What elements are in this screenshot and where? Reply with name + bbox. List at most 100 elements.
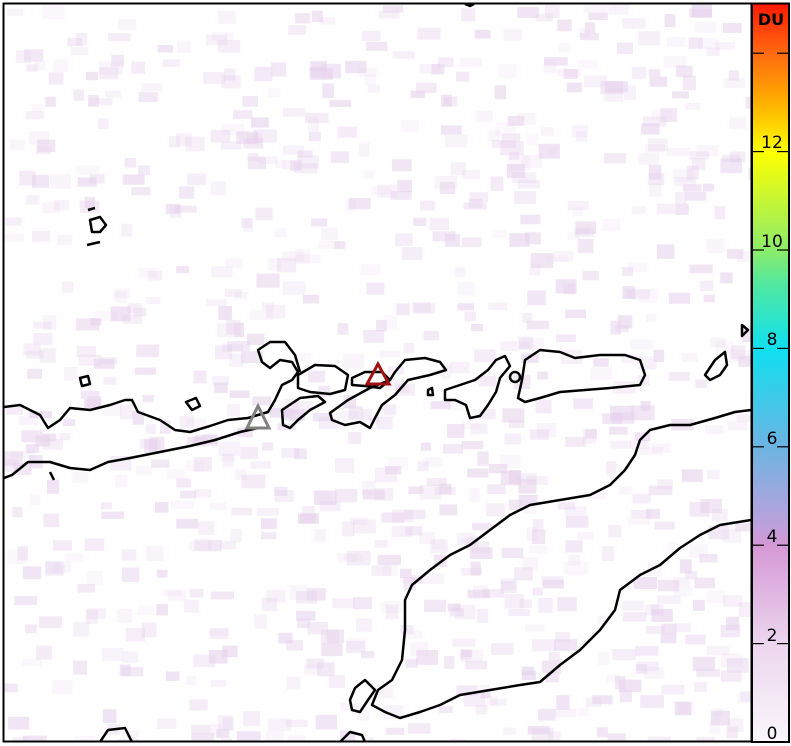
so2-pixel xyxy=(209,502,227,510)
so2-pixel xyxy=(431,63,445,75)
so2-pixel xyxy=(243,218,254,232)
so2-pixel xyxy=(286,676,301,690)
so2-pixel xyxy=(651,109,672,120)
so2-pixel xyxy=(651,608,673,623)
so2-pixel xyxy=(149,436,165,452)
so2-pixel xyxy=(458,282,476,296)
so2-pixel xyxy=(526,133,539,146)
so2-pixel xyxy=(638,153,659,166)
so2-pixel xyxy=(403,342,415,354)
so2-pixel xyxy=(73,89,85,102)
so2-pixel xyxy=(122,174,145,185)
so2-pixel xyxy=(702,183,714,192)
so2-pixel xyxy=(504,433,521,445)
so2-pixel xyxy=(619,689,632,703)
so2-pixel xyxy=(334,488,358,503)
so2-pixel xyxy=(679,559,692,574)
so2-pixel xyxy=(110,306,131,322)
so2-pixel xyxy=(535,13,553,22)
so2-pixel xyxy=(500,341,518,351)
coastline-lombok xyxy=(280,394,327,430)
so2-pixel xyxy=(42,202,60,214)
so2-pixel xyxy=(338,411,358,419)
so2-pixel xyxy=(36,145,51,155)
so2-pixel xyxy=(84,398,101,409)
so2-pixel xyxy=(631,510,651,519)
so2-pixel xyxy=(649,182,662,197)
so2-pixel xyxy=(361,650,375,659)
so2-pixel xyxy=(76,345,97,357)
so2-pixel xyxy=(222,343,243,352)
colorbar-tick-label: 10 xyxy=(761,232,783,252)
so2-pixel xyxy=(371,565,392,576)
so2-pixel xyxy=(125,627,145,642)
so2-pixel xyxy=(111,54,125,67)
so2-pixel xyxy=(646,626,665,634)
so2-pixel xyxy=(417,461,429,472)
so2-pixel xyxy=(220,141,242,150)
so2-pixel xyxy=(408,486,424,495)
so2-pixel xyxy=(102,647,124,662)
so2-pixel xyxy=(722,529,742,543)
volcano-marker-inactive xyxy=(244,402,272,430)
so2-pixel xyxy=(274,228,287,238)
so2-pixel xyxy=(461,237,482,248)
so2-pixel xyxy=(548,651,560,662)
so2-pixel xyxy=(380,601,403,614)
so2-pixel xyxy=(432,538,445,549)
so2-pixel xyxy=(234,292,248,300)
so2-pixel xyxy=(243,138,264,149)
so2-pixel xyxy=(64,366,78,381)
so2-pixel xyxy=(447,424,465,438)
so2-pixel xyxy=(70,47,88,56)
so2-pixel xyxy=(104,403,123,416)
so2-pixel xyxy=(235,469,247,480)
so2-pixel xyxy=(295,610,316,621)
so2-pixel xyxy=(342,353,364,369)
so2-pixel xyxy=(191,724,211,734)
so2-pixel xyxy=(444,234,461,247)
so2-pixel xyxy=(622,286,636,299)
colorbar-tick-label: 8 xyxy=(767,330,778,350)
so2-pixel xyxy=(26,64,38,72)
so2-pixel xyxy=(573,398,593,409)
so2-pixel xyxy=(703,294,715,303)
so2-pixel xyxy=(156,603,169,616)
so2-pixel xyxy=(622,600,644,611)
so2-pixel xyxy=(444,655,455,669)
so2-pixel xyxy=(709,719,720,734)
so2-pixel xyxy=(138,165,150,176)
so2-pixel xyxy=(281,447,300,458)
so2-pixel xyxy=(38,616,62,629)
so2-pixel xyxy=(337,323,349,335)
so2-pixel xyxy=(681,468,702,482)
so2-pixel xyxy=(648,165,662,180)
so2-pixel xyxy=(360,264,381,276)
so2-pixel xyxy=(183,599,199,613)
so2-pixel xyxy=(620,354,643,363)
so2-pixel xyxy=(749,579,751,594)
so2-pixel xyxy=(220,123,245,135)
so2-pixel xyxy=(742,327,751,342)
so2-pixel xyxy=(19,170,36,186)
so2-pixel xyxy=(467,589,490,599)
so2-pixel xyxy=(61,281,74,293)
so2-pixel xyxy=(502,727,516,735)
so2-pixel xyxy=(345,60,367,74)
so2-pixel xyxy=(227,403,241,417)
so2-pixel xyxy=(439,182,456,195)
so2-pixel xyxy=(117,608,133,623)
so2-pixel xyxy=(418,531,436,544)
so2-pixel xyxy=(214,382,228,394)
so2-pixel xyxy=(410,90,426,99)
so2-pixel xyxy=(694,577,715,589)
so2-pixel xyxy=(470,324,483,332)
coastline-island-east xyxy=(516,348,647,404)
so2-pixel xyxy=(461,8,476,22)
so2-pixel xyxy=(584,75,608,88)
so2-pixel xyxy=(290,160,302,171)
so2-pixel xyxy=(518,341,530,349)
so2-pixel xyxy=(353,519,376,534)
so2-pixel xyxy=(85,71,99,81)
